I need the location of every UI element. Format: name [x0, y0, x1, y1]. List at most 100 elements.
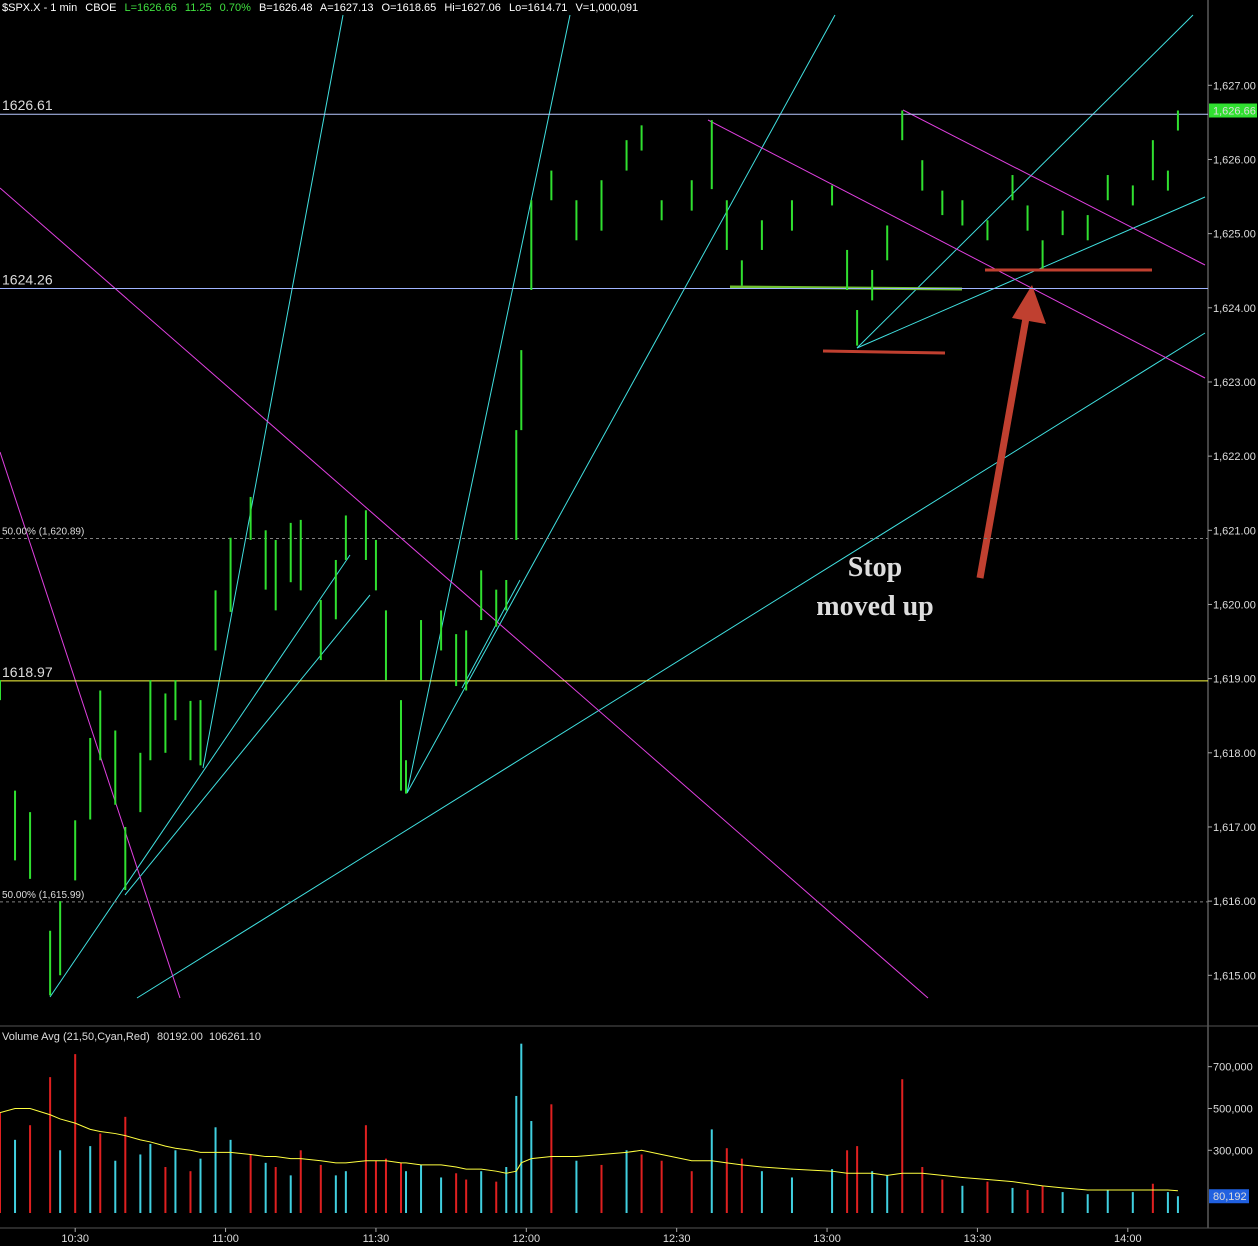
y-tick-label: 1,615.00: [1213, 970, 1256, 982]
x-tick-label: 11:30: [363, 1233, 390, 1245]
arrow: [976, 317, 1030, 579]
volume-bar: [420, 1164, 423, 1213]
bid: B=1626.48: [258, 2, 313, 14]
y-tick-label: 1,617.00: [1213, 822, 1256, 834]
ask: A=1627.13: [319, 2, 374, 14]
level-label: 50.00% (1,620.89): [2, 526, 84, 537]
high: Hi=1627.06: [444, 2, 501, 14]
y-tick-label: 1,621.00: [1213, 525, 1256, 537]
y-tick-label: 1,619.00: [1213, 674, 1256, 686]
y-tick-label: 1,625.00: [1213, 229, 1256, 241]
last-volume-box: [1209, 1189, 1249, 1204]
volume-bar: [114, 1160, 117, 1213]
last: L=1626.66: [124, 2, 177, 14]
volume-bar: [214, 1127, 217, 1213]
y-tick-label: 1,624.00: [1213, 303, 1256, 315]
trendline: [856, 14, 1194, 349]
volume-bar: [495, 1181, 498, 1213]
volume-bar: [149, 1144, 152, 1213]
y-tick-label: 300,000: [1213, 1145, 1253, 1157]
volume-legend-value: 80192.00: [157, 1031, 203, 1043]
change: 11.25: [184, 2, 212, 14]
volume-bar: [921, 1167, 924, 1213]
volume-bar: [189, 1171, 192, 1213]
volume-bar: [640, 1154, 643, 1213]
volume-title: Volume Avg (21,50,Cyan,Red): [2, 1031, 150, 1043]
volume-bar: [264, 1162, 267, 1213]
volume-bar: [1106, 1190, 1109, 1213]
trendline: [49, 554, 351, 998]
header: $SPX.X - 1 min CBOE L=1626.66 11.25 0.70…: [2, 2, 643, 14]
x-tick-label: 14:00: [1114, 1233, 1142, 1245]
volume-bar: [831, 1169, 834, 1213]
volume-bar: [319, 1164, 322, 1213]
volume-bar: [89, 1146, 92, 1213]
volume-bar: [405, 1171, 408, 1213]
volume-bar: [374, 1160, 377, 1213]
last-price-box: [1209, 103, 1257, 118]
x-tick-label: 10:30: [61, 1233, 89, 1245]
volume-bar: [660, 1160, 663, 1213]
volume-bar: [249, 1154, 252, 1213]
y-tick-label: 500,000: [1213, 1103, 1253, 1115]
volume: V=1,000,091: [575, 2, 639, 14]
volume-bar: [364, 1125, 367, 1213]
low: Lo=1614.71: [508, 2, 568, 14]
volume-bar: [1166, 1192, 1169, 1213]
level-label: 50.00% (1,615.99): [2, 890, 84, 901]
stop-line: [822, 349, 946, 355]
volume-bar: [384, 1158, 387, 1213]
volume-bar: [334, 1175, 337, 1213]
volume-bar: [575, 1160, 578, 1213]
volume-bar: [760, 1171, 763, 1213]
volume-bar: [289, 1175, 292, 1213]
channel-line: [902, 109, 1206, 266]
x-tick-label: 11:00: [212, 1233, 239, 1245]
volume-bar: [1011, 1187, 1014, 1213]
volume-bar: [455, 1173, 458, 1213]
volume-bar: [725, 1148, 728, 1213]
y-tick-label: 1,623.00: [1213, 377, 1256, 389]
trendline: [856, 196, 1206, 349]
volume-bar: [29, 1125, 32, 1213]
volume-bar: [0, 1112, 1, 1213]
y-tick-label: 700,000: [1213, 1062, 1253, 1074]
arrow-head: [1012, 285, 1046, 324]
y-tick-label: 1,627.00: [1213, 80, 1256, 92]
volume-bar: [520, 1043, 523, 1213]
annotation: Stop: [848, 552, 902, 583]
volume-bar: [790, 1177, 793, 1213]
last-price-label: 1,626.66: [1213, 106, 1256, 118]
volume-bar: [1041, 1185, 1044, 1213]
volume-bar: [480, 1171, 483, 1213]
channel-line: [0, 451, 181, 999]
channel-line: [0, 187, 929, 999]
trendline: [406, 14, 836, 794]
volume-bar: [199, 1158, 202, 1213]
volume-bar: [740, 1158, 743, 1213]
volume-bar: [625, 1150, 628, 1213]
volume-bar: [139, 1154, 142, 1213]
level-label: 1618.97: [2, 664, 53, 680]
volume-bar: [901, 1079, 904, 1213]
trendline: [202, 14, 344, 769]
volume-bar: [941, 1179, 944, 1213]
volume-bar: [229, 1139, 232, 1213]
y-tick-label: 1,622.00: [1213, 451, 1256, 463]
drawings: [0, 14, 1206, 999]
volume-bar: [399, 1162, 402, 1213]
y-tick-label: 1,620.00: [1213, 599, 1256, 611]
volume-bar: [1061, 1192, 1064, 1213]
volume-bar: [174, 1150, 177, 1213]
level-label: 1626.61: [2, 97, 53, 113]
volume-bar: [124, 1116, 127, 1213]
volume-bar: [299, 1150, 302, 1213]
volume-bar: [14, 1139, 17, 1213]
volume-bar: [274, 1167, 277, 1213]
volume-bar: [515, 1095, 518, 1213]
volume-bar: [74, 1054, 77, 1213]
x-tick-label: 13:00: [813, 1233, 841, 1245]
volume-bar: [465, 1179, 468, 1213]
volume-bar: [1176, 1196, 1179, 1213]
